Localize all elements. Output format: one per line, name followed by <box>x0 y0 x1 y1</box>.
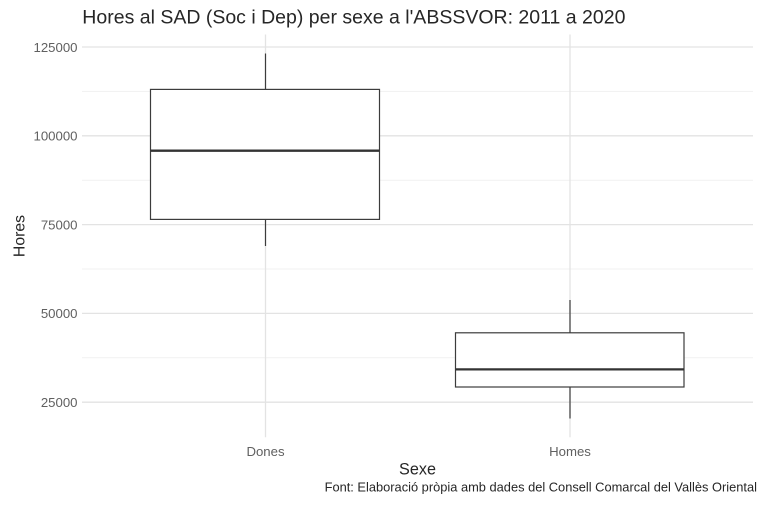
svg-text:100000: 100000 <box>33 129 77 144</box>
svg-text:Dones: Dones <box>246 444 285 459</box>
svg-text:Hores: Hores <box>12 215 29 257</box>
svg-text:125000: 125000 <box>33 40 77 55</box>
svg-text:Sexe: Sexe <box>399 460 436 478</box>
svg-text:25000: 25000 <box>41 395 78 410</box>
svg-text:Font: Elaboració pròpia amb da: Font: Elaboració pròpia amb dades del Co… <box>325 480 757 495</box>
svg-text:50000: 50000 <box>41 306 78 321</box>
svg-text:75000: 75000 <box>41 217 78 232</box>
svg-text:Hores al SAD (Soc i Dep) per s: Hores al SAD (Soc i Dep) per sexe a l'AB… <box>82 7 625 29</box>
svg-text:Homes: Homes <box>549 444 591 459</box>
